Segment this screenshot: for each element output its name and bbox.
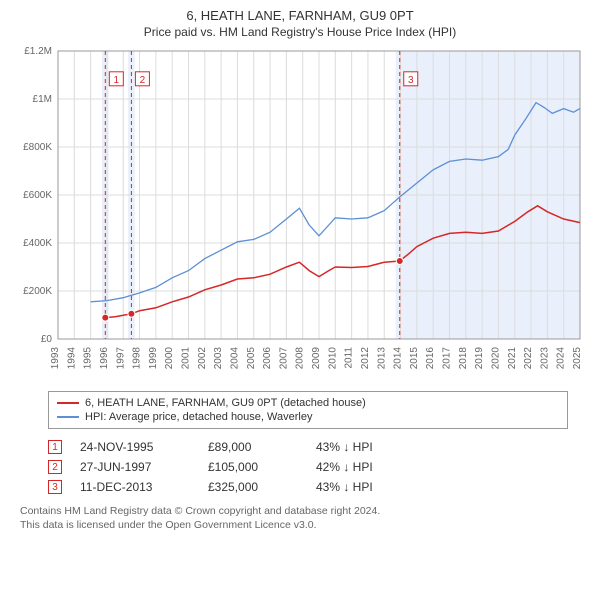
svg-text:2020: 2020 [490, 347, 501, 370]
svg-text:1997: 1997 [115, 347, 126, 370]
svg-text:2018: 2018 [458, 347, 469, 370]
svg-text:2016: 2016 [425, 347, 436, 370]
event-price: £105,000 [208, 460, 298, 474]
svg-text:2008: 2008 [295, 347, 306, 370]
svg-text:2023: 2023 [539, 347, 550, 370]
svg-text:1996: 1996 [99, 347, 110, 370]
svg-text:2001: 2001 [181, 347, 192, 370]
svg-text:£800K: £800K [23, 142, 52, 153]
svg-text:2021: 2021 [507, 347, 518, 370]
events-table: 1 24-NOV-1995 £89,000 43% ↓ HPI 2 27-JUN-1997… [48, 437, 590, 497]
svg-text:2003: 2003 [213, 347, 224, 370]
event-marker: 2 [48, 460, 62, 474]
svg-text:1994: 1994 [66, 347, 77, 370]
svg-text:2019: 2019 [474, 347, 485, 370]
event-date: 27-JUN-1997 [80, 460, 190, 474]
svg-text:2004: 2004 [229, 347, 240, 370]
event-price: £89,000 [208, 440, 298, 454]
svg-text:2010: 2010 [327, 347, 338, 370]
event-marker: 3 [48, 480, 62, 494]
svg-text:£1.2M: £1.2M [24, 46, 52, 57]
event-diff: 43% ↓ HPI [316, 480, 373, 494]
svg-text:2012: 2012 [360, 347, 371, 370]
event-row: 2 27-JUN-1997 £105,000 42% ↓ HPI [48, 457, 590, 477]
svg-text:2013: 2013 [376, 347, 387, 370]
svg-text:£1M: £1M [33, 94, 52, 105]
svg-text:2011: 2011 [344, 347, 355, 369]
svg-text:£600K: £600K [23, 190, 52, 201]
legend-swatch [57, 416, 79, 418]
svg-text:2002: 2002 [197, 347, 208, 370]
event-row: 3 11-DEC-2013 £325,000 43% ↓ HPI [48, 477, 590, 497]
svg-text:2: 2 [140, 75, 146, 86]
event-row: 1 24-NOV-1995 £89,000 43% ↓ HPI [48, 437, 590, 457]
svg-text:2017: 2017 [442, 347, 453, 370]
svg-text:2007: 2007 [278, 347, 289, 370]
svg-text:2014: 2014 [393, 347, 404, 370]
event-diff: 42% ↓ HPI [316, 460, 373, 474]
legend-label: 6, HEATH LANE, FARNHAM, GU9 0PT (detache… [85, 397, 366, 409]
event-marker: 1 [48, 440, 62, 454]
svg-text:2000: 2000 [164, 347, 175, 370]
svg-text:2006: 2006 [262, 347, 273, 370]
svg-text:2005: 2005 [246, 347, 257, 370]
page-subtitle: Price paid vs. HM Land Registry's House … [10, 25, 590, 39]
svg-text:£200K: £200K [23, 286, 52, 297]
svg-text:£400K: £400K [23, 238, 52, 249]
legend-row: 6, HEATH LANE, FARNHAM, GU9 0PT (detache… [57, 396, 559, 410]
event-price: £325,000 [208, 480, 298, 494]
svg-text:2024: 2024 [556, 347, 567, 370]
chart-svg: 1 2 3 £0 £200K £400K £600K £800K £1M £1.2M 1993 199… [10, 45, 590, 385]
svg-text:2015: 2015 [409, 347, 420, 370]
svg-text:2022: 2022 [523, 347, 534, 370]
footer-line-1: Contains HM Land Registry data © Crown c… [20, 505, 590, 519]
legend: 6, HEATH LANE, FARNHAM, GU9 0PT (detache… [48, 391, 568, 429]
attribution-footer: Contains HM Land Registry data © Crown c… [20, 505, 590, 532]
event-date: 24-NOV-1995 [80, 440, 190, 454]
event-diff: 43% ↓ HPI [316, 440, 373, 454]
svg-text:1993: 1993 [50, 347, 61, 370]
svg-text:1: 1 [114, 75, 120, 86]
svg-text:1995: 1995 [83, 347, 94, 370]
legend-row: HPI: Average price, detached house, Wave… [57, 410, 559, 424]
event-date: 11-DEC-2013 [80, 480, 190, 494]
svg-text:2009: 2009 [311, 347, 322, 370]
page-title: 6, HEATH LANE, FARNHAM, GU9 0PT [10, 8, 590, 23]
legend-label: HPI: Average price, detached house, Wave… [85, 411, 312, 423]
svg-text:2025: 2025 [572, 347, 583, 370]
svg-text:1998: 1998 [132, 347, 143, 370]
price-chart: 1 2 3 £0 £200K £400K £600K £800K £1M £1.2M 1993 199… [10, 45, 590, 385]
legend-swatch [57, 402, 79, 404]
footer-line-2: This data is licensed under the Open Gov… [20, 519, 590, 533]
svg-text:£0: £0 [41, 334, 53, 345]
svg-text:3: 3 [408, 75, 414, 86]
svg-text:1999: 1999 [148, 347, 159, 370]
